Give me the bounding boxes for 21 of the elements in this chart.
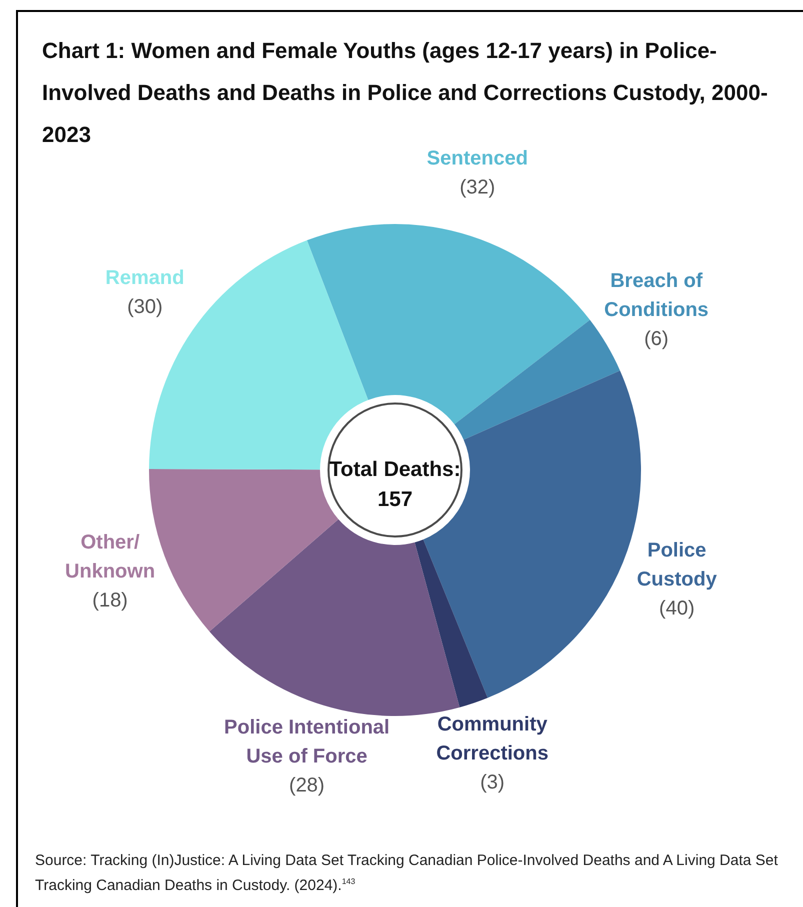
slice-label: Other/Unknown <box>65 531 156 582</box>
slice-label: Sentenced <box>426 147 528 170</box>
data-label: (40) <box>659 597 695 620</box>
data-label: (6) <box>644 328 669 350</box>
source-note: Source: Tracking (In)Justice: A Living Data Set Tracking Canadian Police-Involved Deaths and A Living Data Set Tracking Canadian Deaths in Custody. (2024).$^{143}$ <box>35 851 779 896</box>
text: Total Deaths: 157 <box>329 458 461 511</box>
slice-label: Police Custody <box>636 539 718 590</box>
data-label: (30) <box>127 296 163 318</box>
donut-slice <box>209 519 460 716</box>
donut-slice <box>454 320 620 440</box>
slice-label: Community Corrections <box>436 713 548 764</box>
donut-slice <box>306 224 590 424</box>
slice-label: Breach of Conditions <box>604 270 709 322</box>
data-label: (18) <box>92 589 128 612</box>
chart-title: Chart 1: Women and Female Youths (ages 12-17 years) in Police-Involved Deaths and Deaths in Police and Corrections Custody, 2000-2023 <box>42 38 768 147</box>
slice-label: Remand <box>105 267 184 290</box>
slice-label: Police Intentional Use of Force <box>224 716 390 768</box>
data-label: (3) <box>480 771 505 794</box>
data-label: (28) <box>289 774 325 796</box>
data-label: (32) <box>460 176 496 198</box>
donut-slice <box>414 539 488 708</box>
